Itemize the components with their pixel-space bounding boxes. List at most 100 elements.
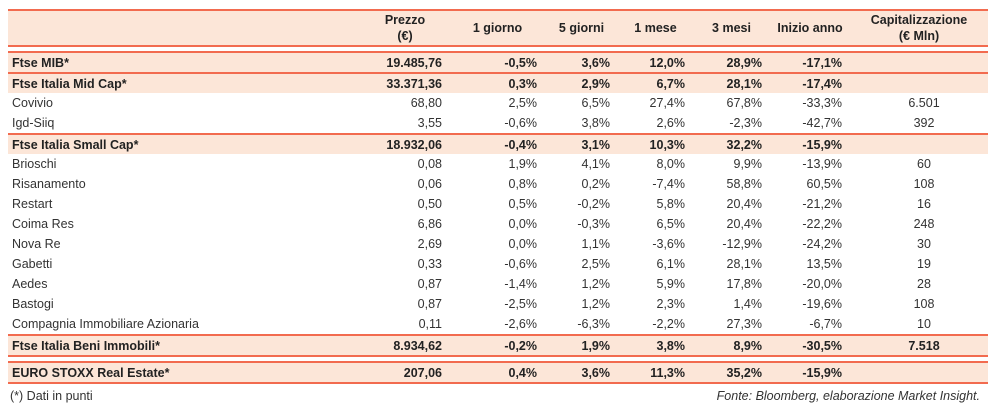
- cell-5-giorni: 1,2%: [581, 277, 611, 291]
- cell-prezzo: 0,50: [417, 197, 442, 211]
- cell-1-giorno: -0,5%: [504, 55, 537, 70]
- cell-1-giorno: 0,3%: [508, 76, 538, 91]
- cell-1-giorno: 0,5%: [508, 197, 538, 211]
- table-row: Ftse Italia Mid Cap* 33.371,36 0,3% 2,9% 6,7…: [8, 72, 988, 93]
- table-row: Gabetti 0,33 -0,6% 2,5% 6,1% 28,1% 13,5% 19: [8, 254, 988, 274]
- cell-1-mese: 5,8%: [656, 197, 686, 211]
- cell-3-mesi: 28,1%: [726, 257, 762, 271]
- cell-inizio-anno: -42,7%: [802, 116, 842, 130]
- cell-inizio-anno: 13,5%: [806, 257, 842, 271]
- cell-capitalizzazione: 248: [913, 217, 935, 231]
- cell-3-mesi: 20,4%: [726, 217, 762, 231]
- source-note: Fonte: Bloomberg, elaborazione Market In…: [716, 389, 980, 403]
- table-row: Ftse Italia Beni Immobili* 8.934,62 -0,2% 1…: [8, 334, 988, 357]
- cell-inizio-anno: -24,2%: [802, 237, 842, 251]
- cell-capitalizzazione: 60: [917, 157, 931, 171]
- cell-1-giorno: 0,8%: [508, 177, 538, 191]
- cell-5-giorni: 0,2%: [581, 177, 611, 191]
- cell-prezzo: 68,80: [410, 96, 442, 110]
- cell-inizio-anno: -13,9%: [802, 157, 842, 171]
- cell-prezzo: 0,87: [417, 277, 442, 291]
- cell-3-mesi: 20,4%: [726, 197, 762, 211]
- cell-prezzo: 19.485,76: [386, 55, 442, 70]
- cell-3-mesi: 58,8%: [726, 177, 762, 191]
- row-name: Gabetti: [12, 257, 53, 271]
- cell-prezzo: 207,06: [403, 365, 442, 380]
- row-name: Ftse Italia Mid Cap*: [12, 76, 127, 91]
- row-name: Ftse Italia Beni Immobili*: [12, 338, 160, 353]
- table-row: Nova Re 2,69 0,0% 1,1% -3,6% -12,9% -24,2% 30: [8, 234, 988, 254]
- cell-capitalizzazione: 392: [913, 116, 935, 130]
- cell-3-mesi: 67,8%: [726, 96, 762, 110]
- cell-3-mesi: -2,3%: [729, 116, 762, 130]
- cell-5-giorni: 4,1%: [581, 157, 611, 171]
- cell-capitalizzazione: 16: [917, 197, 931, 211]
- cell-1-mese: 11,3%: [650, 365, 685, 380]
- cell-1-mese: 6,5%: [656, 217, 686, 231]
- cell-capitalizzazione: 108: [913, 177, 935, 191]
- cell-1-giorno: -0,4%: [504, 137, 537, 152]
- cell-5-giorni: 6,5%: [581, 96, 611, 110]
- row-name: Nova Re: [12, 237, 61, 251]
- cell-prezzo: 18.932,06: [386, 137, 442, 152]
- table-row: Igd-Siiq 3,55 -0,6% 3,8% 2,6% -2,3% -42,7% 392: [8, 113, 988, 133]
- cell-1-giorno: -2,5%: [504, 297, 537, 311]
- cell-prezzo: 2,69: [417, 237, 442, 251]
- cell-3-mesi: 28,9%: [726, 55, 762, 70]
- cell-1-giorno: -0,6%: [504, 257, 537, 271]
- table-row: Ftse MIB* 19.485,76 -0,5% 3,6% 12,0% 28,9% -17…: [8, 51, 988, 72]
- cell-3-mesi: 27,3%: [726, 317, 762, 331]
- cell-inizio-anno: -19,6%: [802, 297, 842, 311]
- table-row: Bastogi 0,87 -2,5% 1,2% 2,3% 1,4% -19,6% 108: [8, 294, 988, 314]
- cell-5-giorni: -0,3%: [577, 217, 610, 231]
- row-name: Coima Res: [12, 217, 74, 231]
- cell-3-mesi: 8,9%: [733, 338, 763, 353]
- cell-inizio-anno: -30,5%: [802, 338, 842, 353]
- table-row: Ftse Italia Small Cap* 18.932,06 -0,4% 3,1%…: [8, 133, 988, 154]
- cell-5-giorni: 2,9%: [581, 76, 611, 91]
- cell-5-giorni: 2,5%: [581, 257, 611, 271]
- cell-5-giorni: 1,1%: [581, 237, 611, 251]
- cell-1-giorno: 1,9%: [508, 157, 538, 171]
- cell-1-mese: 2,6%: [656, 116, 686, 130]
- row-name: Ftse MIB*: [12, 55, 69, 70]
- footnote: (*) Dati in punti: [10, 389, 93, 403]
- header-3-mesi: 3 mesi: [712, 21, 751, 35]
- cell-1-mese: 10,3%: [649, 137, 685, 152]
- header-5-giorni: 5 giorni: [558, 21, 605, 35]
- footer: (*) Dati in punti Fonte: Bloomberg, elab…: [10, 389, 980, 403]
- cell-prezzo: 6,86: [417, 217, 442, 231]
- cell-3-mesi: 32,2%: [726, 137, 762, 152]
- cell-1-mese: 2,3%: [656, 297, 686, 311]
- row-name: Risanamento: [12, 177, 86, 191]
- cell-inizio-anno: -21,2%: [802, 197, 842, 211]
- cell-1-giorno: -2,6%: [504, 317, 537, 331]
- row-name: Compagnia Immobiliare Azionaria: [12, 317, 199, 331]
- header-capitalizzazione: Capitalizzazione (€ Mln): [870, 13, 968, 43]
- cell-3-mesi: 35,2%: [726, 365, 762, 380]
- cell-inizio-anno: -6,7%: [809, 317, 842, 331]
- table-header: Prezzo (€) 1 giorno 5 giorni 1 mese 3 mes…: [8, 9, 988, 47]
- cell-inizio-anno: -22,2%: [802, 217, 842, 231]
- cell-inizio-anno: 60,5%: [806, 177, 842, 191]
- cell-5-giorni: 3,8%: [581, 116, 611, 130]
- cell-prezzo: 8.934,62: [393, 338, 442, 353]
- cell-prezzo: 33.371,36: [386, 76, 442, 91]
- cell-inizio-anno: -15,9%: [802, 365, 842, 380]
- cell-prezzo: 0,87: [417, 297, 442, 311]
- cell-capitalizzazione: 28: [917, 277, 931, 291]
- cell-inizio-anno: -17,1%: [802, 55, 842, 70]
- cell-capitalizzazione: 108: [913, 297, 935, 311]
- table-row: Brioschi 0,08 1,9% 4,1% 8,0% 9,9% -13,9% 60: [8, 154, 988, 174]
- header-prezzo: Prezzo (€): [384, 13, 426, 43]
- cell-5-giorni: -0,2%: [577, 197, 610, 211]
- table-row: Coima Res 6,86 0,0% -0,3% 6,5% 20,4% -22,2% 248: [8, 214, 988, 234]
- cell-5-giorni: -6,3%: [577, 317, 610, 331]
- cell-prezzo: 0,33: [417, 257, 442, 271]
- cell-3-mesi: -12,9%: [722, 237, 762, 251]
- cell-5-giorni: 3,6%: [581, 55, 611, 70]
- row-name: EURO STOXX Real Estate*: [12, 365, 170, 380]
- cell-1-mese: 8,0%: [656, 157, 686, 171]
- cell-5-giorni: 3,1%: [581, 137, 611, 152]
- performance-table: Prezzo (€) 1 giorno 5 giorni 1 mese 3 mes…: [8, 9, 988, 384]
